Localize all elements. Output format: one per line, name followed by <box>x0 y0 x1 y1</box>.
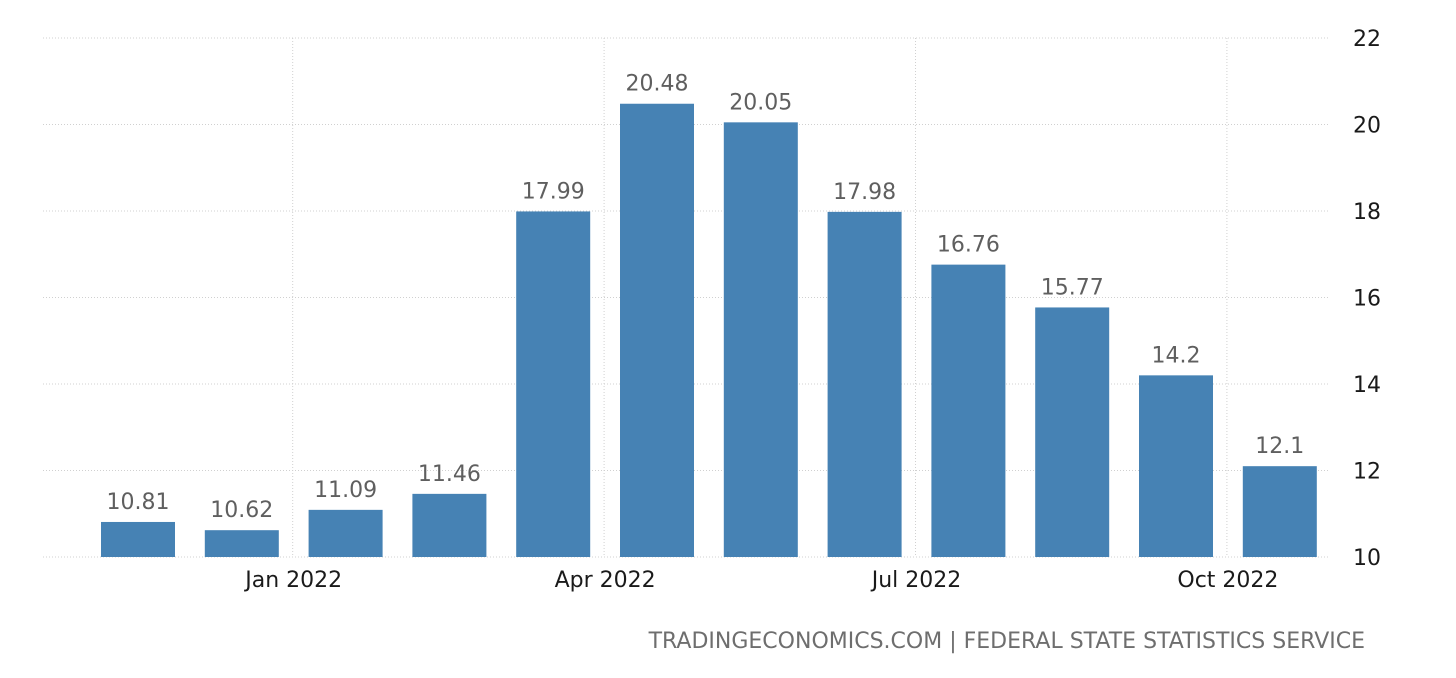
bar <box>101 521 175 557</box>
x-tick-label: Jan 2022 <box>243 568 342 593</box>
data-label: 17.99 <box>522 179 585 204</box>
bar <box>1035 307 1110 557</box>
data-label: 16.76 <box>937 233 1000 258</box>
bar <box>516 211 591 557</box>
y-tick-label: 10 <box>1353 546 1381 571</box>
x-tick-label: Jul 2022 <box>870 568 962 593</box>
bar <box>931 264 1006 557</box>
y-tick-label: 20 <box>1353 114 1381 139</box>
data-label: 11.46 <box>418 462 481 487</box>
data-label: 20.48 <box>626 72 689 97</box>
y-tick-label: 18 <box>1353 200 1381 225</box>
data-label: 10.62 <box>210 498 273 523</box>
bar <box>723 122 798 558</box>
bar <box>204 530 279 557</box>
x-axis-ticks: Jan 2022 Apr 2022 Jul 2022 Oct 2022 <box>243 568 1278 593</box>
y-tick-label: 14 <box>1353 373 1381 398</box>
bar <box>620 103 694 558</box>
bar <box>308 509 383 557</box>
x-tick-label: Oct 2022 <box>1177 568 1278 593</box>
data-label: 15.77 <box>1041 275 1104 300</box>
grid <box>43 37 1330 558</box>
y-tick-label: 12 <box>1353 460 1381 485</box>
value-labels: 10.81 10.62 11.09 11.46 17.99 20.48 20.05 17.98… <box>107 72 1305 523</box>
bar <box>1139 375 1213 557</box>
data-label: 12.1 <box>1255 434 1304 459</box>
y-tick-label: 22 <box>1353 27 1381 52</box>
bar <box>412 493 487 557</box>
bar <box>827 211 902 558</box>
data-label: 11.09 <box>314 478 377 503</box>
bar <box>1242 466 1317 557</box>
y-tick-label: 16 <box>1353 287 1381 312</box>
source-credit: TRADINGECONOMICS.COM | FEDERAL STATE STA… <box>648 629 1365 654</box>
data-label: 14.2 <box>1152 343 1201 368</box>
data-label: 10.81 <box>107 490 170 515</box>
data-label: 20.05 <box>729 90 792 115</box>
x-tick-label: Apr 2022 <box>555 568 656 593</box>
bars <box>101 103 1317 558</box>
y-axis-ticks: 10 12 14 16 18 20 22 <box>1353 27 1381 571</box>
data-label: 17.98 <box>833 180 896 205</box>
